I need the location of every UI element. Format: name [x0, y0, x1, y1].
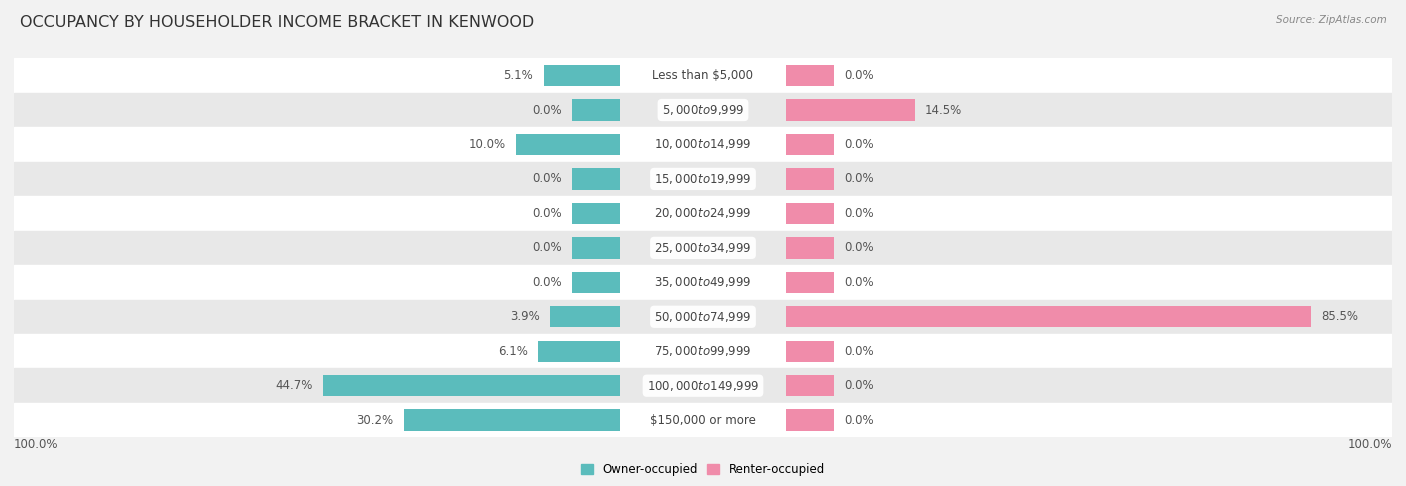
Text: $20,000 to $24,999: $20,000 to $24,999: [654, 207, 752, 220]
Text: 0.0%: 0.0%: [844, 69, 875, 82]
Bar: [14, 58, 1392, 93]
Bar: [14, 403, 1392, 437]
Text: 0.0%: 0.0%: [531, 276, 562, 289]
Text: 44.7%: 44.7%: [276, 379, 312, 392]
Bar: [572, 168, 620, 190]
Text: 100.0%: 100.0%: [1347, 438, 1392, 451]
Bar: [14, 196, 1392, 231]
Bar: [572, 237, 620, 259]
Bar: [322, 375, 620, 397]
Bar: [786, 168, 834, 190]
Text: Source: ZipAtlas.com: Source: ZipAtlas.com: [1275, 15, 1386, 25]
Legend: Owner-occupied, Renter-occupied: Owner-occupied, Renter-occupied: [576, 458, 830, 481]
Text: $50,000 to $74,999: $50,000 to $74,999: [654, 310, 752, 324]
Text: 0.0%: 0.0%: [531, 173, 562, 186]
Bar: [786, 203, 834, 224]
Text: 0.0%: 0.0%: [844, 379, 875, 392]
Bar: [14, 93, 1392, 127]
Bar: [786, 237, 834, 259]
Text: 6.1%: 6.1%: [498, 345, 527, 358]
Text: 14.5%: 14.5%: [925, 104, 962, 117]
Bar: [14, 334, 1392, 368]
Text: 0.0%: 0.0%: [844, 207, 875, 220]
Bar: [538, 341, 620, 362]
Bar: [786, 134, 834, 155]
Bar: [14, 265, 1392, 299]
Text: Less than $5,000: Less than $5,000: [652, 69, 754, 82]
Text: $5,000 to $9,999: $5,000 to $9,999: [662, 103, 744, 117]
Text: $10,000 to $14,999: $10,000 to $14,999: [654, 138, 752, 152]
Bar: [516, 134, 620, 155]
Text: $100,000 to $149,999: $100,000 to $149,999: [647, 379, 759, 393]
Text: 0.0%: 0.0%: [531, 242, 562, 254]
Text: 0.0%: 0.0%: [844, 345, 875, 358]
Bar: [786, 99, 915, 121]
Bar: [786, 341, 834, 362]
Text: 100.0%: 100.0%: [14, 438, 59, 451]
Text: $150,000 or more: $150,000 or more: [650, 414, 756, 427]
Text: 85.5%: 85.5%: [1322, 310, 1358, 323]
Bar: [786, 410, 834, 431]
Bar: [14, 127, 1392, 162]
Bar: [404, 410, 620, 431]
Text: 0.0%: 0.0%: [531, 104, 562, 117]
Text: $25,000 to $34,999: $25,000 to $34,999: [654, 241, 752, 255]
Bar: [572, 99, 620, 121]
Text: 10.0%: 10.0%: [468, 138, 506, 151]
Text: OCCUPANCY BY HOUSEHOLDER INCOME BRACKET IN KENWOOD: OCCUPANCY BY HOUSEHOLDER INCOME BRACKET …: [20, 15, 534, 30]
Text: $15,000 to $19,999: $15,000 to $19,999: [654, 172, 752, 186]
Text: 0.0%: 0.0%: [844, 276, 875, 289]
Bar: [14, 299, 1392, 334]
Bar: [572, 203, 620, 224]
Text: 30.2%: 30.2%: [356, 414, 394, 427]
Bar: [572, 272, 620, 293]
Text: 3.9%: 3.9%: [510, 310, 540, 323]
Bar: [550, 306, 620, 328]
Bar: [786, 306, 1310, 328]
Text: $35,000 to $49,999: $35,000 to $49,999: [654, 276, 752, 289]
Bar: [544, 65, 620, 86]
Bar: [786, 272, 834, 293]
Bar: [14, 368, 1392, 403]
Text: 0.0%: 0.0%: [844, 173, 875, 186]
Text: $75,000 to $99,999: $75,000 to $99,999: [654, 344, 752, 358]
Bar: [786, 375, 834, 397]
Text: 0.0%: 0.0%: [844, 414, 875, 427]
Text: 0.0%: 0.0%: [531, 207, 562, 220]
Bar: [14, 162, 1392, 196]
Bar: [786, 65, 834, 86]
Text: 0.0%: 0.0%: [844, 242, 875, 254]
Text: 0.0%: 0.0%: [844, 138, 875, 151]
Bar: [14, 231, 1392, 265]
Text: 5.1%: 5.1%: [503, 69, 533, 82]
